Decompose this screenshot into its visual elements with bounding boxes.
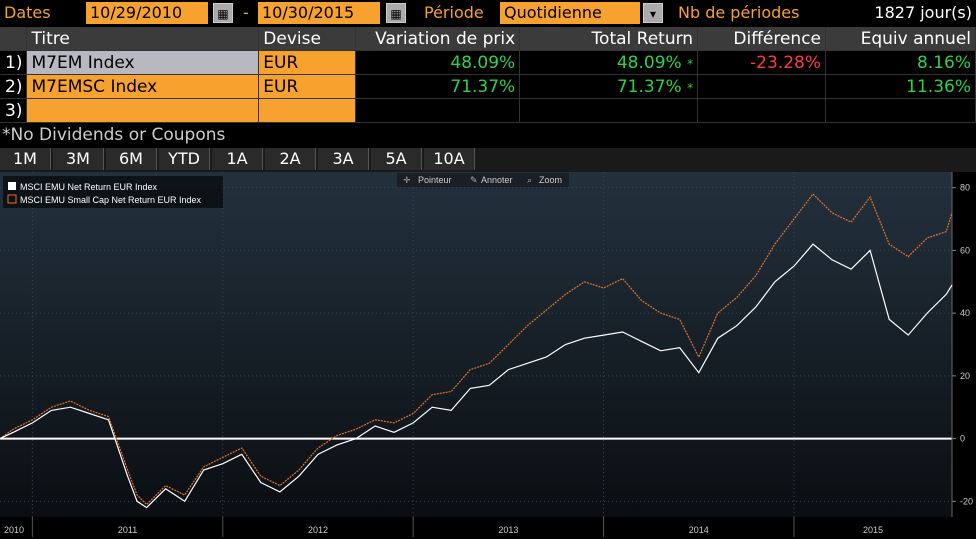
periode-label: Période bbox=[424, 3, 484, 22]
legend: MSCI EMU Net Return EUR Index MSCI EMU S… bbox=[3, 176, 223, 208]
date-separator: - bbox=[243, 3, 249, 22]
column-header[interactable]: Différence bbox=[697, 27, 827, 51]
grid bbox=[0, 172, 952, 517]
table-row: 2) M7EMSC Index EUR 71.37% 71.37% * 11.3… bbox=[0, 74, 976, 99]
x-tick-label: 2012 bbox=[308, 525, 328, 535]
tab-5a[interactable]: 5A bbox=[371, 148, 422, 170]
row-number-header bbox=[0, 27, 28, 51]
total-return-text: 48.09% bbox=[616, 52, 682, 73]
y-axis: 80 60 40 20 0 -20 bbox=[951, 172, 973, 517]
tab-ytd[interactable]: YTD bbox=[159, 148, 210, 170]
x-tick-label: 2010 bbox=[4, 525, 24, 535]
crosshair-icon[interactable]: ✛ bbox=[403, 176, 411, 186]
zoom-button[interactable]: Zoom bbox=[539, 175, 562, 185]
x-tick-label: 2011 bbox=[118, 525, 137, 535]
pointer-button[interactable]: Pointeur bbox=[418, 175, 452, 185]
total-return-text: 71.37% bbox=[616, 76, 682, 97]
tab-3m[interactable]: 3M bbox=[53, 148, 104, 170]
annualized-value: 8.16% bbox=[825, 50, 976, 75]
row-number: 3) bbox=[0, 98, 28, 123]
no-dividends-footnote: *No Dividends or Coupons bbox=[2, 125, 226, 145]
periode-select[interactable]: Quotidienne bbox=[500, 2, 640, 24]
toolbar-background bbox=[397, 173, 569, 187]
table-row: 3) bbox=[0, 98, 976, 123]
y-tick-label: 60 bbox=[960, 245, 970, 255]
y-tick-label: 0 bbox=[960, 434, 965, 444]
column-header[interactable]: Equiv annuel bbox=[825, 27, 976, 51]
chart-toolbar: ✛ Pointeur ✎ Annoter ⌕ Zoom bbox=[397, 173, 569, 187]
calendar-icon[interactable]: ▦ bbox=[213, 3, 233, 23]
dates-label: Dates bbox=[4, 3, 51, 22]
security-input[interactable] bbox=[26, 98, 260, 123]
x-axis-band bbox=[0, 517, 976, 539]
x-axis: 2010 2011 2012 2013 2014 2015 bbox=[0, 517, 976, 539]
row-number: 1) bbox=[0, 50, 28, 75]
column-header[interactable]: Total Return bbox=[519, 27, 699, 51]
difference-value: -23.28% bbox=[697, 50, 827, 75]
tab-1a[interactable]: 1A bbox=[212, 148, 263, 170]
x-tick-label: 2013 bbox=[498, 525, 518, 535]
price-change-value: 48.09% bbox=[355, 50, 521, 75]
x-tick-label: 2014 bbox=[689, 525, 709, 535]
total-return-value bbox=[519, 98, 699, 123]
legend-entry: MSCI EMU Net Return EUR Index bbox=[20, 182, 158, 192]
tab-2a[interactable]: 2A bbox=[265, 148, 316, 170]
row-number: 2) bbox=[0, 74, 28, 99]
currency-input[interactable]: EUR bbox=[258, 74, 357, 99]
y-tick-label: 20 bbox=[960, 371, 970, 381]
total-return-value: 71.37% * bbox=[519, 74, 699, 99]
legend-swatch-orange bbox=[7, 194, 17, 204]
plot-area bbox=[0, 172, 952, 517]
column-header[interactable]: Titre bbox=[26, 27, 260, 51]
calendar-icon[interactable]: ▦ bbox=[386, 3, 406, 23]
end-date-field[interactable]: 10/30/2015 bbox=[258, 2, 380, 24]
performance-chart[interactable]: 80 60 40 20 0 -20 2010 2011 2012 2013 2014 2015 MS… bbox=[0, 172, 976, 539]
column-header[interactable]: Variation de prix bbox=[355, 27, 521, 51]
y-tick-label: 40 bbox=[960, 308, 970, 318]
currency-input[interactable]: EUR bbox=[258, 50, 357, 75]
price-change-value bbox=[355, 98, 521, 123]
annotate-icon[interactable]: ✎ bbox=[470, 176, 478, 186]
legend-entry: MSCI EMU Small Cap Net Return EUR Index bbox=[20, 195, 202, 205]
table-row: 1) M7EM Index EUR 48.09% 48.09% * -23.28… bbox=[0, 50, 976, 75]
zoom-icon[interactable]: ⌕ bbox=[527, 176, 532, 186]
period-tabs: 1M 3M 6M YTD 1A 2A 3A 5A 10A bbox=[0, 148, 976, 172]
column-header[interactable]: Devise bbox=[258, 27, 357, 51]
security-input[interactable]: M7EM Index bbox=[26, 50, 260, 75]
header-bar: Dates 10/29/2010 ▦ - 10/30/2015 ▦ Périod… bbox=[0, 0, 976, 26]
y-tick-label: 80 bbox=[960, 183, 970, 193]
y-tick-label: -20 bbox=[960, 496, 973, 506]
legend-background bbox=[3, 176, 223, 208]
series-line-0 bbox=[0, 243, 953, 509]
nb-periodes-value: 1827 jour(s) bbox=[874, 3, 972, 22]
difference-value bbox=[697, 74, 827, 99]
tab-6m[interactable]: 6M bbox=[106, 148, 157, 170]
legend-swatch-white bbox=[8, 182, 16, 190]
total-return-value: 48.09% * bbox=[519, 50, 699, 75]
nb-periodes-label: Nb de périodes bbox=[678, 3, 800, 22]
annualized-value bbox=[825, 98, 976, 123]
chevron-down-icon[interactable]: ▾ bbox=[643, 3, 663, 23]
x-tick-label: 2015 bbox=[863, 525, 883, 535]
tab-3a[interactable]: 3A bbox=[318, 148, 369, 170]
security-input[interactable]: M7EMSC Index bbox=[26, 74, 260, 99]
no-dividend-flag: * bbox=[687, 80, 694, 95]
series-lines bbox=[0, 193, 953, 509]
table-header-row: Titre Devise Variation de prix Total Ret… bbox=[0, 27, 976, 51]
difference-value bbox=[697, 98, 827, 123]
annualized-value: 11.36% bbox=[825, 74, 976, 99]
results-table: Titre Devise Variation de prix Total Ret… bbox=[0, 27, 976, 123]
tab-1m[interactable]: 1M bbox=[0, 148, 51, 170]
series-line-1 bbox=[0, 193, 953, 506]
price-change-value: 71.37% bbox=[355, 74, 521, 99]
tab-10a[interactable]: 10A bbox=[424, 148, 475, 170]
annotate-button[interactable]: Annoter bbox=[481, 175, 513, 185]
currency-input[interactable] bbox=[258, 98, 357, 123]
start-date-field[interactable]: 10/29/2010 bbox=[86, 2, 208, 24]
no-dividend-flag: * bbox=[687, 56, 694, 71]
